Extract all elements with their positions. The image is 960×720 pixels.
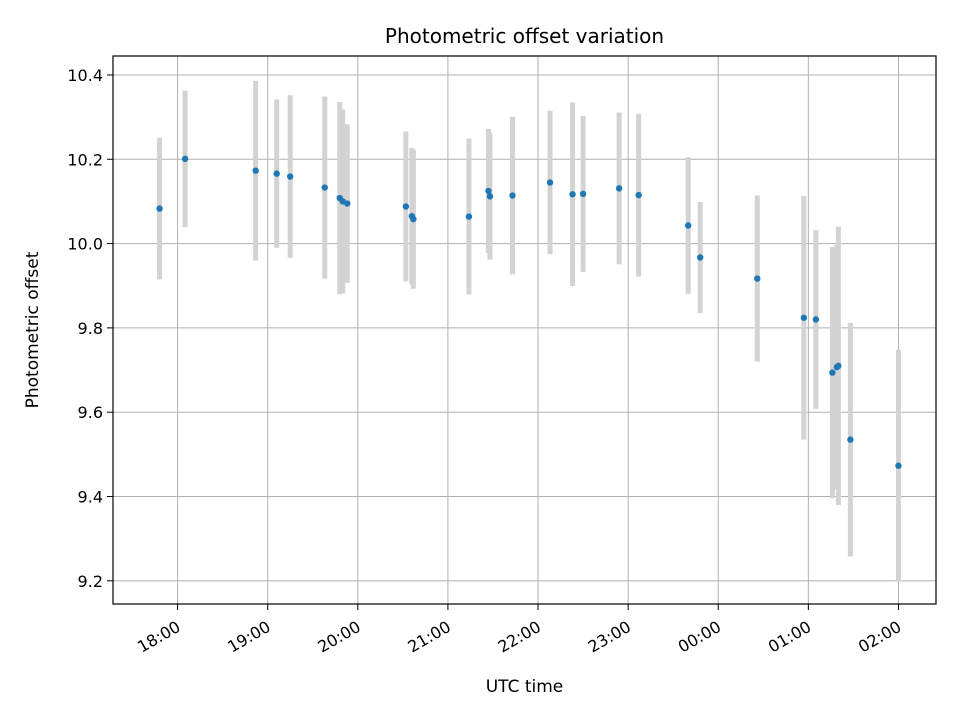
x-tick-label: 22:00 [495,617,544,657]
y-tick-label: 9.2 [78,572,103,591]
y-tick-label: 9.6 [78,403,103,422]
data-point [684,222,692,229]
y-tick-label: 10.2 [67,150,103,169]
x-tick-label: 18:00 [134,617,183,657]
data-point [615,185,623,192]
data-point [156,205,163,212]
y-axis-label: Photometric offset [23,251,43,408]
error-bars [157,80,901,582]
x-tick-label: 19:00 [224,617,273,657]
x-tick-label: 20:00 [314,617,363,657]
x-tick-label: 01:00 [765,617,814,657]
data-point [485,187,492,195]
plot-frame [112,55,937,605]
y-tick-label: 9.4 [78,488,103,507]
data-point [321,184,328,191]
data-point [410,215,417,223]
data-point [546,179,554,186]
data-point [829,369,836,376]
y-tick-label: 10.4 [67,66,103,85]
data-point [635,191,642,199]
data-points [156,155,902,469]
data-point [252,167,259,174]
data-point [895,462,902,469]
x-tick-label: 00:00 [675,617,724,657]
chart-title: Photometric offset variation [385,24,664,48]
x-axis-label: UTC time [486,677,564,697]
data-point [847,436,854,443]
x-tick-label: 02:00 [855,617,904,657]
data-point [812,316,820,323]
y-tick-label: 9.8 [78,319,103,338]
data-point [697,254,704,261]
x-axis: 18:00 19:00 20:00 21:00 22:00 23:00 00:00 01:00… [134,604,904,657]
data-point [287,173,294,180]
data-point [579,190,587,198]
grid [113,56,936,604]
data-point [509,192,516,199]
x-tick-label: 23:00 [585,617,634,657]
y-tick-label: 10.0 [67,235,103,254]
data-point [800,314,808,321]
data-point [569,191,576,198]
y-axis: 9.2 9.4 9.6 9.8 10.0 10.2 10.4 [67,66,113,591]
data-point [181,155,189,163]
data-point [465,213,473,220]
data-point [402,203,410,210]
data-point [273,170,280,177]
data-point [486,193,494,200]
data-point [754,275,761,282]
data-point [344,200,351,207]
data-point [835,362,842,370]
x-tick-label: 21:00 [404,617,453,657]
